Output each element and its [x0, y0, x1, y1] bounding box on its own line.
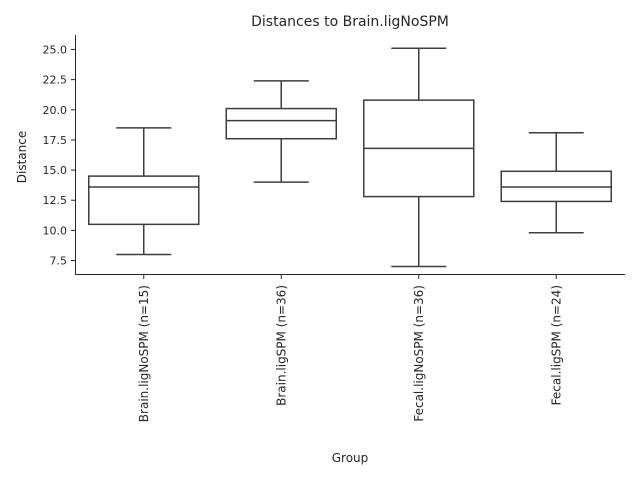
x-tick-label: Fecal.ligNoSPM (n=36) [412, 285, 426, 422]
iqr-box [88, 175, 200, 226]
y-tick-label: 22.5 [43, 74, 68, 87]
chart-title: Distances to Brain.ligNoSPM [251, 14, 449, 30]
y-axis-ticks: 7.5 10.0 12.5 15.0 17.5 20.0 22.5 25.0 [43, 43, 75, 268]
x-axis-ticks: Brain.ligNoSPM (n=15) Brain.ligSPM (n=36)… [137, 275, 563, 422]
x-tick-label: Brain.ligNoSPM (n=15) [137, 285, 151, 422]
y-tick-label: 12.5 [43, 194, 68, 207]
x-tick-label: Fecal.ligSPM (n=24) [549, 285, 563, 405]
box-group [500, 131, 612, 234]
y-tick-label: 15.0 [43, 164, 68, 177]
x-axis-label: Group [332, 451, 369, 465]
y-tick-label: 17.5 [43, 134, 68, 147]
box-group [363, 47, 475, 268]
iqr-box [225, 107, 337, 140]
y-tick-label: 7.5 [50, 255, 68, 268]
boxes [88, 47, 612, 268]
y-tick-label: 20.0 [43, 104, 68, 117]
box-group [225, 80, 337, 183]
y-tick-label: 25.0 [43, 43, 68, 56]
x-tick-label: Brain.ligSPM (n=36) [274, 285, 288, 406]
y-axis-label: Distance [15, 131, 29, 183]
y-tick-label: 10.0 [43, 224, 68, 237]
box-group [88, 127, 200, 256]
